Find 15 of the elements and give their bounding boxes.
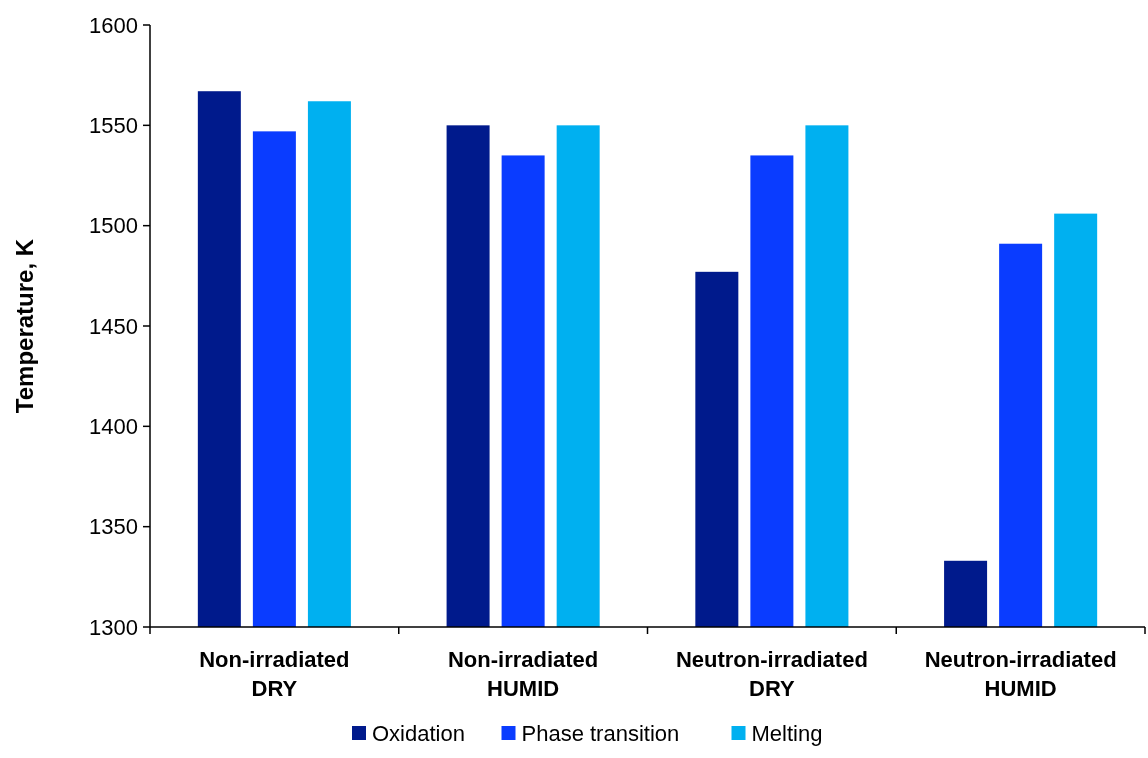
legend-label: Oxidation [372,721,465,746]
x-tick-label: Neutron-irradiated HUMID [924,647,1117,701]
y-tick-label: 1450 [89,313,138,339]
x-tick-label: Non-irradiated HUMID [447,647,599,701]
y-tick-label: 1350 [89,514,138,540]
x-tick-label: Non-irradiated DRY [199,647,350,701]
y-tick-label: 1300 [89,614,138,640]
legend-label: Phase transition [521,721,680,746]
y-tick-label: 1400 [89,414,138,440]
legend-label: Melting [751,721,823,746]
y-tick-label: 1600 [89,12,138,38]
y-tick-label: 1550 [89,113,138,139]
y-axis-title: Temperature, K [11,238,38,414]
y-tick-label: 1500 [89,213,138,239]
x-tick-label: Neutron-irradiated DRY [675,647,868,701]
